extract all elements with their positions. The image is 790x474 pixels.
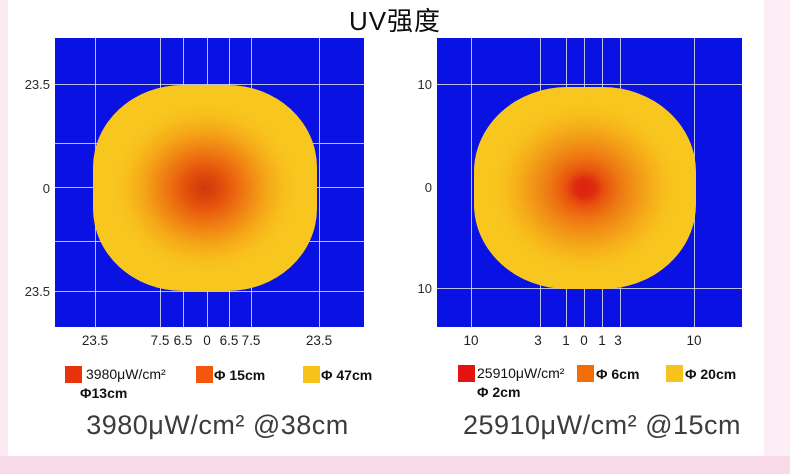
y-tick-label: 10 bbox=[417, 77, 432, 92]
left-pink-strip bbox=[0, 0, 8, 474]
x-tick-label: 0 bbox=[203, 333, 211, 348]
gridline-vertical bbox=[471, 38, 472, 327]
x-tick-label: 6.5 bbox=[173, 333, 193, 348]
y-tick-label: 0 bbox=[424, 180, 432, 195]
x-tick-label: 3 bbox=[614, 333, 622, 348]
page-title: UV强度 bbox=[348, 6, 442, 36]
heatmap-left-plot bbox=[55, 38, 364, 327]
gridline-vertical bbox=[319, 38, 320, 327]
x-tick-label: 1 bbox=[562, 333, 570, 348]
x-tick-label: 6.5 bbox=[219, 333, 239, 348]
gridline-horizontal bbox=[437, 84, 742, 85]
legend-sublabel: Φ 2cm bbox=[477, 384, 521, 400]
legend-label: Φ 20cm bbox=[685, 366, 737, 382]
gridline-horizontal bbox=[55, 84, 364, 85]
right-pink-strip bbox=[764, 0, 790, 474]
x-tick-label: 7.5 bbox=[150, 333, 170, 348]
gridline-horizontal bbox=[55, 291, 364, 292]
y-tick-label: 23.5 bbox=[24, 77, 50, 92]
heatmap-right-plot bbox=[437, 38, 742, 327]
legend-swatch-peak bbox=[65, 366, 82, 383]
legend-label: 3980μW/cm² bbox=[86, 366, 166, 382]
x-tick-label: 23.5 bbox=[81, 333, 109, 348]
x-tick-label: 10 bbox=[463, 333, 479, 348]
legend-swatch-mid bbox=[196, 366, 213, 383]
bottom-pink-strip bbox=[0, 456, 790, 474]
legend-label: 25910μW/cm² bbox=[477, 365, 565, 381]
x-tick-label: 23.5 bbox=[305, 333, 333, 348]
legend-label: Φ 15cm bbox=[214, 367, 266, 383]
legend-swatch-outer bbox=[303, 366, 320, 383]
x-tick-label: 10 bbox=[686, 333, 702, 348]
legend-label: Φ 47cm bbox=[321, 367, 373, 383]
x-tick-label: 0 bbox=[580, 333, 588, 348]
intensity-caption-right: 25910μW/cm² @15cm bbox=[462, 410, 742, 440]
y-tick-label: 10 bbox=[417, 281, 432, 296]
x-tick-label: 1 bbox=[598, 333, 606, 348]
legend-swatch-outer bbox=[666, 365, 683, 382]
uv-intensity-blob-right bbox=[474, 87, 696, 289]
x-tick-label: 7.5 bbox=[241, 333, 261, 348]
legend-swatch-peak bbox=[458, 365, 475, 382]
y-tick-label: 23.5 bbox=[24, 284, 50, 299]
x-tick-label: 3 bbox=[534, 333, 542, 348]
legend-swatch-mid bbox=[577, 365, 594, 382]
legend-label: Φ 6cm bbox=[596, 366, 640, 382]
legend-sublabel: Φ13cm bbox=[80, 385, 128, 401]
uv-intensity-blob-left bbox=[93, 85, 317, 291]
intensity-caption-left: 3980μW/cm² @38cm bbox=[86, 410, 349, 440]
y-tick-label: 0 bbox=[42, 181, 50, 196]
